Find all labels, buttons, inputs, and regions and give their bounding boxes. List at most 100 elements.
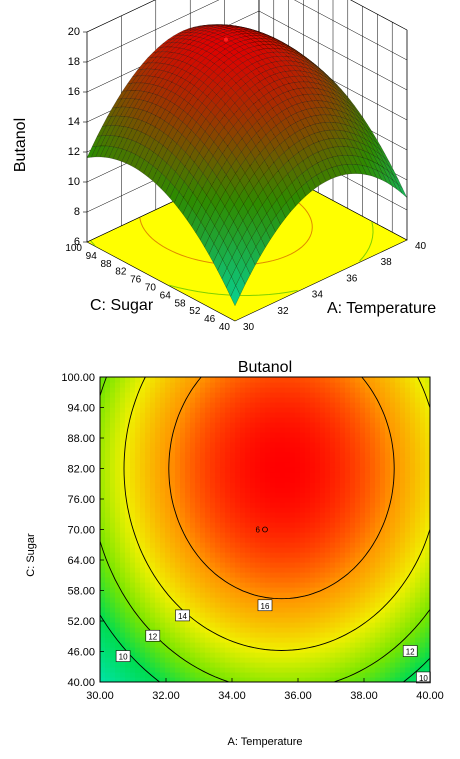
contour-raster-cell — [185, 382, 191, 388]
contour-raster-cell — [330, 397, 336, 403]
contour-raster-cell — [320, 577, 326, 583]
contour-raster-cell — [210, 657, 216, 663]
contour-raster-cell — [300, 647, 306, 653]
contour-raster-cell — [180, 437, 186, 443]
surface-y-tick-label: 40 — [219, 322, 231, 333]
contour-raster-cell — [360, 442, 366, 448]
contour-raster-cell — [165, 397, 171, 403]
contour-raster-cell — [405, 582, 411, 588]
contour-raster-cell — [295, 387, 301, 393]
contour-raster-cell — [275, 672, 281, 678]
contour-raster-cell — [345, 482, 351, 488]
contour-raster-cell — [345, 467, 351, 473]
contour-raster-cell — [285, 402, 291, 408]
contour-raster-cell — [260, 542, 266, 548]
contour-raster-cell — [355, 402, 361, 408]
contour-raster-cell — [175, 427, 181, 433]
contour-raster-cell — [225, 652, 231, 658]
contour-raster-cell — [210, 547, 216, 553]
contour-raster-cell — [310, 522, 316, 528]
contour-raster-cell — [395, 402, 401, 408]
contour-raster-cell — [110, 617, 116, 623]
contour-raster-cell — [195, 652, 201, 658]
contour-raster-cell — [110, 417, 116, 423]
contour-raster-cell — [145, 522, 151, 528]
contour-raster-cell — [275, 662, 281, 668]
contour-raster-cell — [215, 462, 221, 468]
contour-raster-cell — [160, 542, 166, 548]
contour-raster-cell — [380, 512, 386, 518]
contour-raster-cell — [150, 452, 156, 458]
contour-raster-cell — [250, 437, 256, 443]
contour-raster-cell — [125, 457, 131, 463]
contour-raster-cell — [295, 607, 301, 613]
contour-raster-cell — [190, 577, 196, 583]
contour-raster-cell — [215, 452, 221, 458]
contour-raster-cell — [115, 382, 121, 388]
contour-raster-cell — [270, 417, 276, 423]
contour-raster-cell — [255, 437, 261, 443]
contour-raster-cell — [280, 537, 286, 543]
contour-raster-cell — [155, 552, 161, 558]
contour-raster-cell — [380, 592, 386, 598]
contour-raster-cell — [300, 427, 306, 433]
contour-raster-cell — [310, 517, 316, 523]
contour-raster-cell — [185, 582, 191, 588]
contour-raster-cell — [160, 652, 166, 658]
contour-raster-cell — [345, 507, 351, 513]
contour-raster-cell — [170, 437, 176, 443]
contour-raster-cell — [250, 462, 256, 468]
contour-raster-cell — [235, 677, 241, 682]
contour-raster-cell — [185, 472, 191, 478]
contour-raster-cell — [245, 652, 251, 658]
surface-x-tick-label: 32 — [277, 306, 289, 317]
contour-raster-cell — [340, 537, 346, 543]
contour-raster-cell — [380, 597, 386, 603]
contour-raster-cell — [210, 567, 216, 573]
contour-raster-cell — [320, 417, 326, 423]
contour-raster-cell — [350, 562, 356, 568]
contour-raster-cell — [125, 617, 131, 623]
contour-raster-cell — [285, 602, 291, 608]
contour-raster-cell — [205, 437, 211, 443]
contour-raster-cell — [345, 457, 351, 463]
contour-raster-cell — [145, 482, 151, 488]
contour-raster-cell — [270, 532, 276, 538]
contour-raster-cell — [300, 617, 306, 623]
contour-raster-cell — [150, 437, 156, 443]
contour-raster-cell — [260, 647, 266, 653]
contour-raster-cell — [385, 462, 391, 468]
contour-raster-cell — [385, 562, 391, 568]
contour-raster-cell — [350, 677, 356, 682]
contour-raster-cell — [165, 587, 171, 593]
contour-raster-cell — [295, 507, 301, 513]
contour-raster-cell — [380, 632, 386, 638]
contour-raster-cell — [375, 432, 381, 438]
contour-raster-cell — [145, 392, 151, 398]
contour-raster-cell — [270, 667, 276, 673]
contour-raster-cell — [370, 617, 376, 623]
contour-raster-cell — [345, 572, 351, 578]
contour-raster-cell — [315, 527, 321, 533]
contour-raster-cell — [295, 442, 301, 448]
contour-raster-cell — [220, 462, 226, 468]
contour-raster-cell — [200, 442, 206, 448]
contour-raster-cell — [155, 412, 161, 418]
contour-raster-cell — [370, 507, 376, 513]
contour-raster-cell — [330, 557, 336, 563]
contour-raster-cell — [265, 547, 271, 553]
contour-raster-cell — [130, 617, 136, 623]
contour-raster-cell — [250, 507, 256, 513]
contour-raster-cell — [375, 597, 381, 603]
contour-raster-cell — [140, 397, 146, 403]
contour-raster-cell — [265, 382, 271, 388]
contour-raster-cell — [180, 542, 186, 548]
contour-raster-cell — [270, 382, 276, 388]
contour-raster-cell — [165, 457, 171, 463]
contour-raster-cell — [260, 502, 266, 508]
contour-raster-cell — [235, 632, 241, 638]
contour-raster-cell — [400, 632, 406, 638]
contour-raster-cell — [105, 617, 111, 623]
contour-raster-cell — [310, 622, 316, 628]
contour-raster-cell — [140, 657, 146, 663]
